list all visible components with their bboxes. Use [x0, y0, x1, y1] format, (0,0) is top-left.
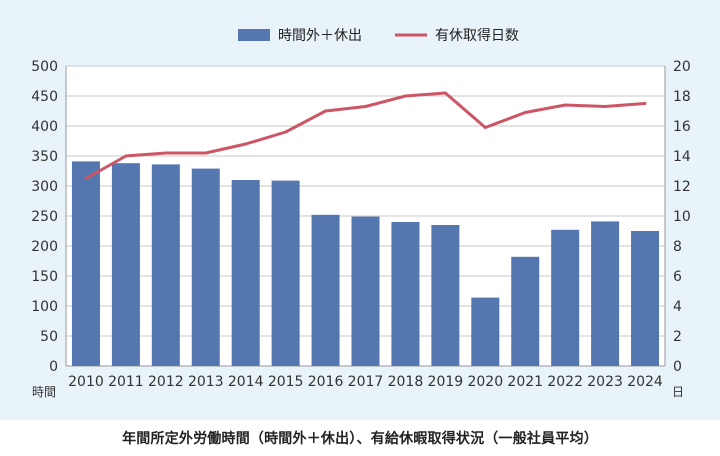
x-tick-label: 2024 — [627, 374, 663, 390]
bar — [391, 222, 420, 366]
chart-svg: 0 50 100 150 200 250 300 350 400 450 500 0 2 4 6 8 10 12 1… — [31, 27, 691, 399]
y-left-unit-label: 時間 — [32, 385, 56, 399]
line-point — [204, 151, 208, 155]
bar — [631, 231, 660, 366]
y-left-tick-label: 350 — [31, 149, 58, 165]
line-point — [84, 177, 88, 180]
y-right-tick-label: 2 — [673, 329, 682, 345]
x-tick-label: 2017 — [348, 374, 384, 390]
line-point — [403, 94, 407, 98]
y-left-tick-label: 50 — [40, 329, 58, 345]
bar — [71, 161, 100, 366]
x-tick-label: 2016 — [308, 374, 344, 390]
bar — [311, 214, 340, 366]
line-point — [164, 151, 168, 155]
line-point — [124, 154, 128, 158]
x-tick-label: 2010 — [68, 374, 104, 390]
bar — [151, 164, 180, 366]
line-point — [483, 126, 487, 129]
line-point — [563, 103, 567, 107]
y-right-tick-label: 8 — [673, 239, 682, 255]
y-right-tick-label: 18 — [673, 89, 691, 105]
y-right-tick-label: 0 — [673, 359, 682, 375]
x-tick-label: 2020 — [467, 374, 503, 390]
y-right-tick-label: 6 — [673, 269, 682, 285]
bar — [511, 256, 540, 366]
x-tick-label: 2022 — [547, 374, 583, 390]
line-point — [324, 109, 328, 113]
x-tick-label: 2011 — [108, 374, 144, 390]
x-tick-label: 2019 — [428, 374, 464, 390]
bar — [551, 229, 580, 366]
bar — [191, 168, 220, 366]
line-point — [364, 105, 367, 108]
y-right-tick-label: 12 — [673, 179, 691, 195]
y-right-tick-label: 20 — [673, 59, 691, 75]
y-right-tick-label: 14 — [673, 149, 691, 165]
y-right-unit-label: 日 — [672, 385, 684, 399]
x-tick-label: 2018 — [388, 374, 424, 390]
y-left-tick-label: 300 — [31, 179, 58, 195]
y-left-tick-label: 0 — [49, 359, 58, 375]
chart-caption: 年間所定外労働時間（時間外＋休出）、有給休暇取得状況（一般社員平均） — [122, 431, 598, 447]
line-point — [603, 105, 607, 108]
y-left-tick-label: 500 — [31, 59, 58, 75]
line-point — [523, 111, 527, 114]
legend-line-label: 有休取得日数 — [435, 27, 519, 44]
y-right-tick-label: 4 — [673, 299, 682, 315]
x-tick-label: 2013 — [188, 374, 224, 390]
line-point — [443, 91, 447, 95]
line-point — [244, 142, 248, 146]
x-tick-label: 2015 — [268, 374, 304, 390]
line-point — [643, 102, 647, 105]
line-point — [284, 130, 288, 134]
y-right-tick-label: 10 — [673, 209, 691, 225]
bar — [271, 180, 300, 366]
y-left-tick-label: 150 — [31, 269, 58, 285]
bar — [231, 180, 260, 366]
legend-bar-label: 時間外＋休出 — [278, 28, 362, 44]
y-left-tick-label: 450 — [31, 89, 58, 105]
bar — [431, 225, 460, 366]
x-tick-label: 2021 — [507, 374, 543, 390]
bar — [471, 297, 500, 366]
x-tick-label: 2023 — [587, 374, 623, 390]
y-left-tick-label: 200 — [31, 239, 58, 255]
bar — [351, 216, 380, 366]
y-left-tick-label: 250 — [31, 209, 58, 225]
y-left-tick-label: 100 — [31, 299, 58, 315]
bar — [111, 163, 140, 366]
bar — [591, 221, 620, 366]
y-left-tick-label: 400 — [31, 119, 58, 135]
x-tick-label: 2012 — [148, 374, 184, 390]
legend-bar-swatch — [238, 29, 270, 41]
y-right-tick-label: 16 — [673, 119, 691, 135]
x-tick-label: 2014 — [228, 374, 264, 390]
